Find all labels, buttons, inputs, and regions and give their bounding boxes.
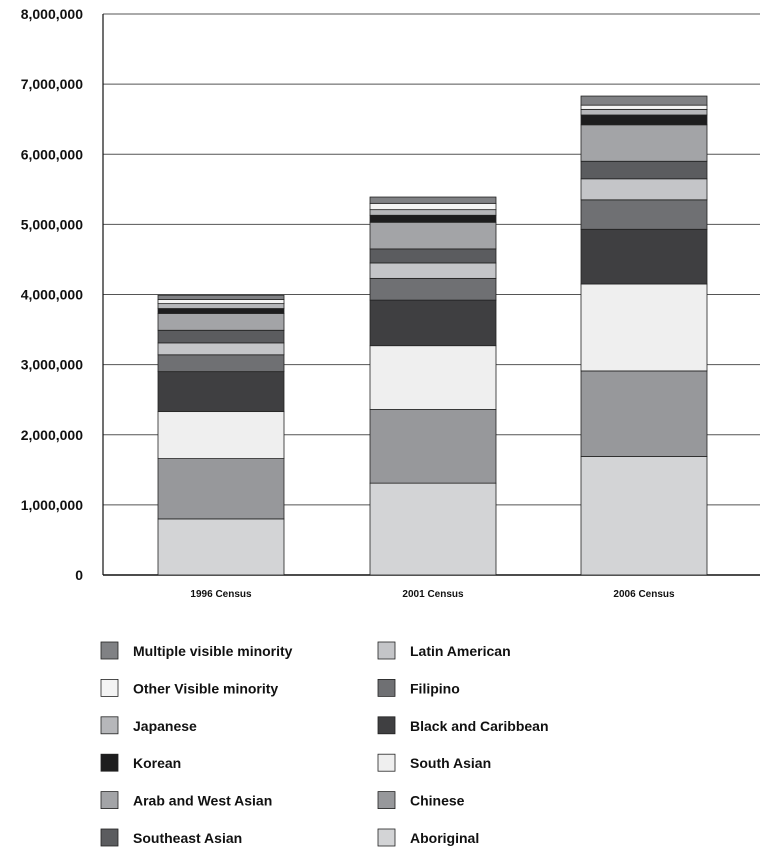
- legend-swatch: [377, 641, 396, 660]
- bar-segment-multiple-visible-minority: [369, 196, 497, 204]
- bar-segment-aboriginal: [157, 518, 285, 576]
- legend-item-japanese: Japanese: [100, 716, 197, 735]
- bar-segment-korean: [369, 214, 497, 223]
- legend-item-chinese: Chinese: [377, 791, 465, 809]
- bar-segment-south-asian: [157, 411, 285, 459]
- bar-segment-japanese: [157, 303, 285, 309]
- bar-segment-chinese: [369, 409, 497, 484]
- y-tick-label: 8,000,000: [21, 6, 83, 22]
- bar-segment-multiple-visible-minority: [157, 294, 285, 300]
- legend-swatch: [100, 716, 119, 735]
- bar-segment-filipino: [580, 199, 708, 230]
- legend-swatch: [377, 679, 396, 697]
- bar-segment-arab-and-west-asian: [157, 313, 285, 331]
- legend-swatch: [100, 641, 119, 660]
- bar-segment-aboriginal: [369, 482, 497, 576]
- x-tick-label: 1996 Census: [190, 589, 252, 600]
- legend-swatch: [100, 753, 119, 772]
- legend-label: Southeast Asian: [133, 830, 242, 846]
- bar-segment-korean: [157, 308, 285, 314]
- bar-segment-chinese: [157, 458, 285, 520]
- legend-swatch: [377, 716, 396, 735]
- bar-segment-southeast-asian: [580, 160, 708, 180]
- legend: Multiple visible minority Other Visible m…: [100, 641, 549, 847]
- bar-segment-latin-american: [157, 342, 285, 356]
- bar-segment-japanese: [580, 108, 708, 116]
- y-tick-label: 6,000,000: [21, 146, 83, 162]
- x-tick-label: 2006 Census: [613, 589, 675, 600]
- bar-stack-2006-census: [580, 95, 708, 576]
- bar-segment-arab-and-west-asian: [369, 221, 497, 250]
- bar-stack-2001-census: [369, 196, 497, 576]
- legend-item-black-and-caribbean: Black and Caribbean: [377, 716, 549, 735]
- bar-segment-latin-american: [369, 262, 497, 279]
- bar-segment-japanese: [369, 209, 497, 216]
- legend-item-korean: Korean: [100, 753, 181, 772]
- bar-segment-multiple-visible-minority: [580, 95, 708, 106]
- legend-label: Chinese: [410, 793, 465, 809]
- bar-segment-south-asian: [369, 345, 497, 410]
- legend-item-latin-american: Latin American: [377, 641, 511, 660]
- bar-segment-southeast-asian: [369, 248, 497, 264]
- y-tick-label: 7,000,000: [21, 76, 83, 92]
- bar-segment-arab-and-west-asian: [580, 124, 708, 162]
- legend-swatch: [100, 679, 119, 697]
- legend-label: Korean: [133, 755, 181, 771]
- bar-segment-black-and-caribbean: [580, 228, 708, 285]
- legend-swatch: [377, 828, 396, 847]
- legend-label: Latin American: [410, 643, 511, 659]
- bar-segment-filipino: [157, 354, 285, 373]
- bar-segment-filipino: [369, 277, 497, 301]
- bar-segment-other-visible-minority: [580, 104, 708, 110]
- x-tick-label: 2001 Census: [402, 589, 464, 600]
- bar-segment-southeast-asian: [157, 329, 285, 344]
- legend-item-other-visible-minority: Other Visible minority: [100, 679, 278, 697]
- legend-label: Japanese: [133, 718, 197, 734]
- legend-item-aboriginal: Aboriginal: [377, 828, 479, 847]
- bar-segment-korean: [580, 114, 708, 126]
- legend-label: Arab and West Asian: [133, 793, 272, 809]
- bar-stack-1996-census: [157, 294, 285, 576]
- legend-label: South Asian: [410, 755, 491, 771]
- bar-segment-latin-american: [580, 178, 708, 201]
- y-tick-label: 1,000,000: [21, 497, 83, 513]
- y-tick-label: 4,000,000: [21, 287, 83, 303]
- legend-item-filipino: Filipino: [377, 679, 460, 697]
- x-tick-labels: 1996 Census 2001 Census 2006 Census: [190, 589, 675, 600]
- legend-label: Black and Caribbean: [410, 718, 549, 734]
- legend-label: Aboriginal: [410, 830, 479, 846]
- bar-segment-black-and-caribbean: [157, 371, 285, 413]
- bar-segment-other-visible-minority: [157, 299, 285, 305]
- legend-swatch: [377, 753, 396, 772]
- y-tick-label: 5,000,000: [21, 216, 83, 232]
- legend-item-southeast-asian: Southeast Asian: [100, 828, 242, 847]
- legend-swatch: [377, 791, 396, 809]
- bar-segment-chinese: [580, 370, 708, 457]
- bar-segment-other-visible-minority: [369, 202, 497, 211]
- legend-swatch: [100, 791, 119, 809]
- y-tick-label: 3,000,000: [21, 357, 83, 373]
- legend-swatch: [100, 828, 119, 847]
- bars: [157, 95, 708, 576]
- bar-segment-black-and-caribbean: [369, 299, 497, 347]
- legend-item-multiple-visible-minority: Multiple visible minority: [100, 641, 293, 660]
- y-tick-label: 2,000,000: [21, 427, 83, 443]
- legend-label: Other Visible minority: [133, 680, 278, 696]
- legend-label: Multiple visible minority: [133, 643, 293, 659]
- bar-segment-aboriginal: [580, 456, 708, 576]
- legend-item-arab-and-west-asian: Arab and West Asian: [100, 791, 272, 809]
- y-tick-labels: 0 1,000,000 2,000,000 3,000,000 4,000,000 5,0…: [21, 6, 84, 583]
- legend-item-south-asian: South Asian: [377, 753, 491, 772]
- y-tick-label: 0: [75, 567, 83, 583]
- bar-segment-south-asian: [580, 283, 708, 372]
- legend-label: Filipino: [410, 680, 460, 696]
